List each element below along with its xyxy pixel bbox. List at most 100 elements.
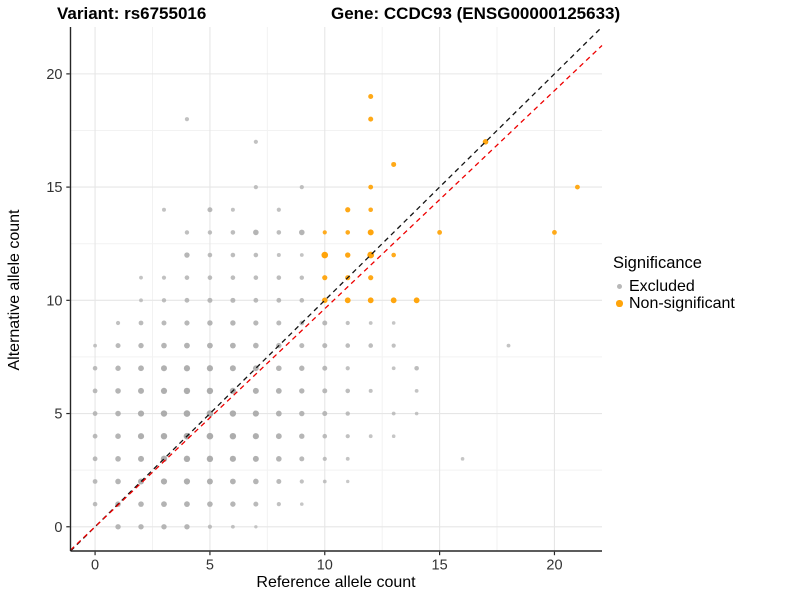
data-point-excluded: [368, 321, 373, 325]
y-tick-label: 20: [46, 67, 62, 83]
data-point-excluded: [252, 455, 259, 462]
data-point-non-significant: [575, 184, 580, 190]
data-point-excluded: [160, 432, 168, 440]
x-tick-label: 0: [91, 558, 99, 574]
data-point-excluded: [346, 479, 350, 484]
data-point-excluded: [207, 320, 213, 326]
x-tick-label: 20: [546, 558, 562, 574]
data-point-excluded: [92, 501, 98, 507]
data-point-excluded: [276, 502, 281, 507]
data-point-excluded: [322, 388, 328, 394]
data-point-non-significant: [344, 297, 351, 304]
legend: Significance Excluded Non-significant: [613, 254, 735, 312]
data-point-non-significant: [367, 229, 374, 236]
data-point-excluded: [206, 387, 214, 395]
data-point-excluded: [414, 389, 419, 393]
data-point-excluded: [184, 275, 190, 280]
data-point-excluded: [299, 388, 305, 394]
data-point-excluded: [160, 365, 167, 372]
data-point-non-significant: [321, 251, 329, 259]
data-point-excluded: [253, 275, 259, 280]
data-point-excluded: [184, 252, 190, 258]
data-point-excluded: [276, 253, 281, 258]
data-point-excluded: [276, 230, 282, 235]
x-tick-label: 10: [317, 558, 333, 574]
data-point-excluded: [299, 184, 304, 190]
data-point-excluded: [275, 433, 282, 440]
data-point-excluded: [253, 184, 258, 190]
data-point-excluded: [115, 320, 121, 326]
data-point-excluded: [161, 501, 167, 508]
data-point-excluded: [92, 388, 98, 394]
data-point-excluded: [115, 433, 121, 439]
data-point-excluded: [230, 230, 236, 235]
data-point-excluded: [276, 275, 282, 280]
data-point-excluded: [206, 432, 214, 440]
data-point-excluded: [299, 410, 305, 417]
data-point-excluded: [184, 320, 190, 326]
data-point-excluded: [161, 320, 167, 326]
data-point-excluded: [229, 455, 236, 462]
data-point-excluded: [207, 252, 213, 258]
data-point-non-significant: [368, 184, 374, 190]
data-point-excluded: [322, 433, 328, 439]
identity-line: [70, 26, 603, 552]
data-point-non-significant: [367, 297, 374, 304]
data-point-excluded: [230, 207, 235, 212]
data-point-excluded: [322, 320, 328, 326]
data-point-excluded: [92, 456, 98, 462]
data-point-excluded: [276, 456, 282, 462]
data-point-excluded: [160, 410, 168, 417]
x-axis-title: Reference allele count: [256, 574, 416, 591]
data-point-excluded: [206, 455, 214, 463]
data-point-excluded: [275, 410, 282, 417]
non-significant-dot-icon: [613, 297, 626, 310]
legend-item-non-significant: Non-significant: [613, 295, 735, 312]
data-point-excluded: [345, 388, 351, 394]
data-point-excluded: [207, 275, 213, 280]
x-tick-label: 5: [206, 558, 214, 574]
data-point-excluded: [230, 320, 236, 326]
legend-item-excluded: Excluded: [613, 278, 735, 295]
data-point-excluded: [139, 298, 143, 303]
data-point-excluded: [138, 387, 145, 394]
data-point-excluded: [345, 366, 350, 371]
data-point-non-significant: [368, 207, 374, 213]
data-point-excluded: [299, 275, 304, 280]
data-point-excluded: [345, 343, 351, 348]
data-point-excluded: [207, 230, 213, 235]
x-tick-label: 15: [432, 558, 448, 574]
data-point-excluded: [161, 275, 167, 280]
data-point-excluded: [229, 478, 236, 485]
data-point-excluded: [253, 229, 259, 236]
data-point-excluded: [391, 343, 396, 348]
data-point-excluded: [276, 320, 282, 326]
data-point-excluded: [276, 478, 282, 484]
data-point-excluded: [253, 501, 259, 507]
data-point-excluded: [161, 298, 167, 303]
data-point-excluded: [137, 433, 145, 440]
data-point-excluded: [184, 117, 190, 122]
data-point-excluded: [299, 502, 304, 506]
data-point-non-significant: [368, 94, 374, 100]
data-point-excluded: [391, 366, 396, 371]
data-point-excluded: [345, 411, 350, 416]
data-point-excluded: [230, 252, 236, 258]
data-point-excluded: [322, 343, 328, 349]
data-point-non-significant: [390, 297, 397, 304]
data-point-excluded: [138, 524, 144, 530]
data-point-excluded: [345, 434, 350, 439]
data-point-excluded: [183, 387, 191, 395]
data-point-excluded: [230, 501, 236, 507]
data-point-excluded: [115, 410, 121, 417]
data-point-excluded: [253, 297, 259, 303]
excluded-dot-icon: [613, 280, 626, 293]
data-point-non-significant: [552, 229, 557, 235]
data-point-excluded: [92, 433, 98, 439]
data-point-non-significant: [413, 297, 420, 304]
data-point-excluded: [252, 410, 259, 417]
data-point-excluded: [229, 410, 237, 417]
data-point-excluded: [460, 457, 465, 461]
data-point-excluded: [229, 342, 236, 349]
